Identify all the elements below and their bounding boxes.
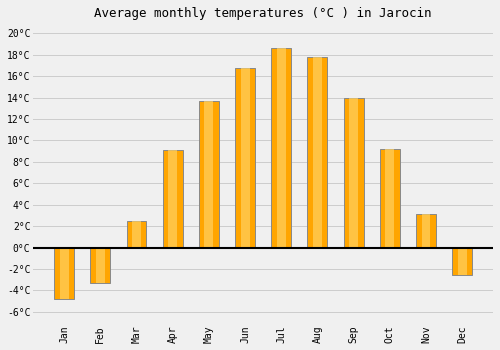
Bar (452, 247, 472, 275)
Bar (204, 101, 214, 247)
Bar (416, 215, 436, 247)
Bar (308, 57, 328, 247)
Bar (458, 247, 466, 275)
Bar (349, 98, 358, 247)
Bar (235, 68, 255, 247)
Bar (240, 68, 250, 247)
Bar (168, 150, 177, 247)
Bar (199, 101, 219, 247)
Bar (126, 221, 146, 247)
Title: Average monthly temperatures (°C ) in Jarocin: Average monthly temperatures (°C ) in Ja… (94, 7, 432, 20)
Bar (96, 247, 104, 283)
Bar (313, 57, 322, 247)
Bar (380, 149, 400, 247)
Bar (54, 247, 74, 299)
Bar (277, 48, 285, 247)
Bar (162, 150, 182, 247)
Bar (344, 98, 363, 247)
Bar (60, 247, 68, 299)
Bar (90, 247, 110, 283)
Bar (422, 215, 430, 247)
Bar (132, 221, 141, 247)
Bar (386, 149, 394, 247)
Bar (272, 48, 291, 247)
